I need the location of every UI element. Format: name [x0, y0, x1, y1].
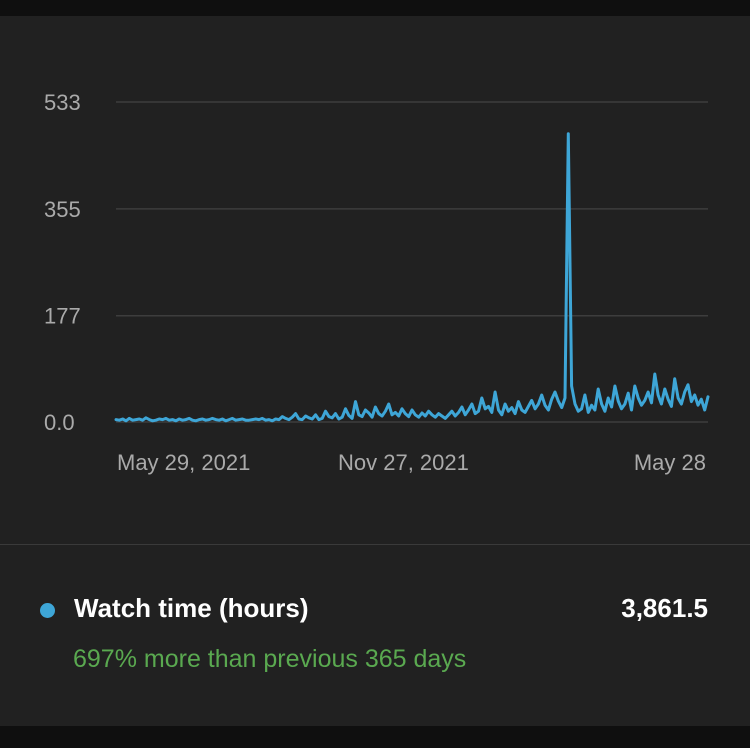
y-tick-label: 0.0 — [44, 410, 75, 435]
legend-row[interactable]: Watch time (hours) 3,861.5 697% more tha… — [0, 545, 750, 726]
metric-label: Watch time (hours) — [74, 593, 309, 623]
x-tick-label: Nov 27, 2021 — [338, 450, 469, 475]
x-tick-label: May 29, 2021 — [117, 450, 250, 475]
comparison-text: 697% more than previous 365 days — [73, 645, 467, 673]
divider — [0, 544, 750, 545]
y-tick-label: 177 — [44, 304, 81, 329]
chart-area: 533 355 177 0.0 May 29, 2021 Nov 27, 2021 May … — [0, 16, 750, 544]
series-line-watch-time[interactable] — [114, 132, 710, 423]
analytics-card: 533 355 177 0.0 May 29, 2021 Nov 27, 2021 May … — [0, 16, 750, 726]
y-tick-label: 533 — [44, 90, 81, 115]
series-dot-icon — [40, 603, 55, 618]
x-tick-label: May 28 — [634, 450, 706, 475]
metric-value: 3,861.5 — [621, 593, 708, 623]
watch-time-chart[interactable]: 533 355 177 0.0 May 29, 2021 Nov 27, 2021 May … — [0, 16, 750, 544]
y-tick-label: 355 — [44, 197, 81, 222]
